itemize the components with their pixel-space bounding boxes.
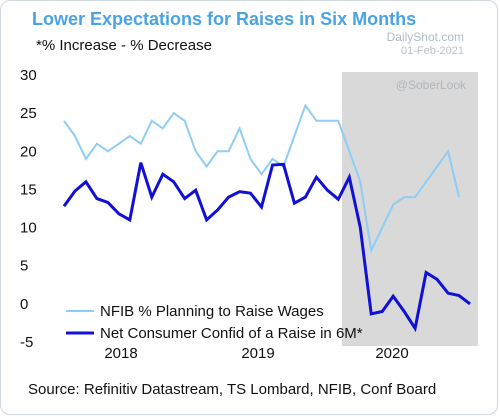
handle-watermark: @SoberLook bbox=[395, 78, 466, 92]
y-tick-label: 5 bbox=[20, 258, 28, 275]
chart-title: Lower Expectations for Raises in Six Mon… bbox=[32, 9, 417, 29]
brand-name: DailyShot.com bbox=[386, 30, 464, 44]
series-line-nfib bbox=[63, 103, 460, 254]
x-axis-labels: 2018 2019 2020 bbox=[104, 345, 408, 362]
brand-watermark: DailyShot.com 01-Feb-2021 bbox=[387, 30, 464, 58]
recession-shading bbox=[342, 72, 478, 346]
y-tick-label: 10 bbox=[20, 220, 37, 237]
y-tick-label: 15 bbox=[20, 181, 37, 198]
y-tick-label: -5 bbox=[20, 334, 33, 351]
source-note: Source: Refinitiv Datastream, TS Lombard… bbox=[28, 381, 437, 398]
y-tick-label: 30 bbox=[20, 67, 37, 84]
legend-label-nfib: NFIB % Planning to Raise Wages bbox=[100, 303, 324, 320]
y-tick-label: 0 bbox=[20, 296, 28, 313]
x-tick-label: 2019 bbox=[241, 345, 274, 362]
legend: NFIB % Planning to Raise Wages Net Consu… bbox=[66, 303, 363, 342]
chart-subtitle: *% Increase - % Decrease bbox=[36, 37, 212, 54]
x-tick-label: 2020 bbox=[375, 345, 408, 362]
x-tick-label: 2018 bbox=[104, 345, 137, 362]
y-tick-label: 20 bbox=[20, 143, 37, 160]
y-tick-label: 25 bbox=[20, 105, 37, 122]
brand-date: 01-Feb-2021 bbox=[401, 45, 464, 57]
y-axis-ticks: 30 25 20 15 10 5 0 -5 bbox=[20, 67, 37, 351]
legend-label-confboard: Net Consumer Confid of a Raise in 6M* bbox=[100, 325, 363, 342]
series-line-confboard bbox=[62, 162, 471, 333]
